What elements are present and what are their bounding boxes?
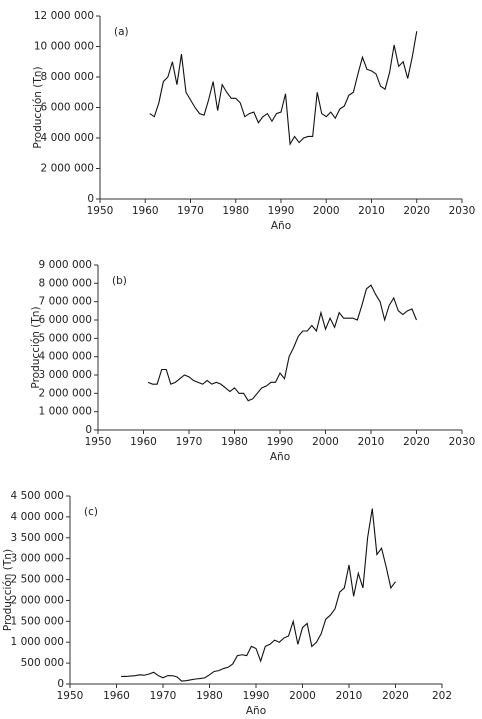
y-tick-label: 4 000 000 bbox=[11, 511, 64, 523]
x-tick-label: 1980 bbox=[221, 436, 248, 448]
x-tick-label: 2010 bbox=[358, 436, 385, 448]
y-tick-label: 2 000 000 bbox=[41, 163, 94, 175]
y-tick-label: 1 000 000 bbox=[39, 406, 92, 418]
x-tick-label: 1950 bbox=[85, 436, 112, 448]
x-tick-label: 1980 bbox=[222, 205, 249, 217]
y-tick-label: 0 bbox=[57, 678, 64, 690]
x-tick-label: 1970 bbox=[176, 436, 203, 448]
y-tick-label: 10 000 000 bbox=[34, 41, 94, 53]
x-tick-label: 1950 bbox=[57, 690, 84, 702]
panel-label: (b) bbox=[112, 275, 127, 287]
x-tick-label: 1960 bbox=[132, 205, 159, 217]
y-tick-label: 4 500 000 bbox=[11, 490, 64, 502]
x-tick-label: 2000 bbox=[289, 690, 316, 702]
x-tick-label: 2010 bbox=[336, 690, 363, 702]
y-tick-label: 4 000 000 bbox=[41, 132, 94, 144]
y-tick-label: 12 000 000 bbox=[34, 10, 94, 22]
x-tick-label: 2020 bbox=[403, 205, 430, 217]
x-tick-label: 1990 bbox=[268, 205, 295, 217]
x-tick-label: 2020 bbox=[382, 690, 409, 702]
y-tick-label: 8 000 000 bbox=[39, 277, 92, 289]
data-line bbox=[149, 31, 418, 146]
y-tick-label: 4 000 000 bbox=[39, 351, 92, 363]
x-axis-title: Año bbox=[270, 451, 290, 463]
x-tick-label: 2000 bbox=[313, 205, 340, 217]
y-axis-title: Producción (Tn) bbox=[30, 306, 42, 388]
y-tick-label: 2 000 000 bbox=[39, 387, 92, 399]
y-tick-label: 3 000 000 bbox=[39, 369, 92, 381]
x-tick-label: 2010 bbox=[358, 205, 385, 217]
y-axis-title: Producción (Tn) bbox=[32, 66, 44, 148]
x-tick-label: 1990 bbox=[243, 690, 270, 702]
y-tick-label: 5 000 000 bbox=[39, 332, 92, 344]
x-tick-label: 1960 bbox=[130, 436, 157, 448]
panel-label: (c) bbox=[84, 506, 98, 518]
y-tick-label: 6 000 000 bbox=[41, 102, 94, 114]
x-tick-label: 1980 bbox=[196, 690, 223, 702]
y-tick-label: 7 000 000 bbox=[39, 296, 92, 308]
y-tick-label: 2 500 000 bbox=[11, 574, 64, 586]
data-line bbox=[121, 508, 396, 682]
x-tick-label: 1970 bbox=[177, 205, 204, 217]
data-line bbox=[147, 284, 418, 402]
x-tick-label: 2030 bbox=[449, 436, 476, 448]
x-tick-label: 1990 bbox=[267, 436, 294, 448]
y-tick-label: 0 bbox=[87, 193, 94, 205]
y-tick-label: 3 500 000 bbox=[11, 532, 64, 544]
y-tick-label: 3 000 000 bbox=[11, 553, 64, 565]
x-tick-label: 1960 bbox=[103, 690, 130, 702]
x-axis-title: Año bbox=[271, 220, 291, 232]
y-tick-label: 500 000 bbox=[21, 657, 64, 669]
x-tick-label: 2000 bbox=[312, 436, 339, 448]
y-tick-label: 2 000 000 bbox=[11, 594, 64, 606]
x-tick-label: 2030 bbox=[449, 205, 476, 217]
panel-label: (a) bbox=[114, 26, 129, 38]
y-tick-label: 6 000 000 bbox=[39, 314, 92, 326]
x-tick-label: 1950 bbox=[87, 205, 114, 217]
x-tick-label: 202 bbox=[432, 690, 452, 702]
y-tick-label: 8 000 000 bbox=[41, 71, 94, 83]
x-tick-label: 2020 bbox=[403, 436, 430, 448]
y-tick-label: 1 500 000 bbox=[11, 615, 64, 627]
x-tick-label: 1970 bbox=[150, 690, 177, 702]
x-axis-title: Año bbox=[246, 705, 266, 717]
y-tick-label: 9 000 000 bbox=[39, 259, 92, 271]
y-tick-label: 0 bbox=[85, 424, 92, 436]
y-tick-label: 1 000 000 bbox=[11, 636, 64, 648]
y-axis-title: Producción (Tn) bbox=[2, 549, 14, 631]
